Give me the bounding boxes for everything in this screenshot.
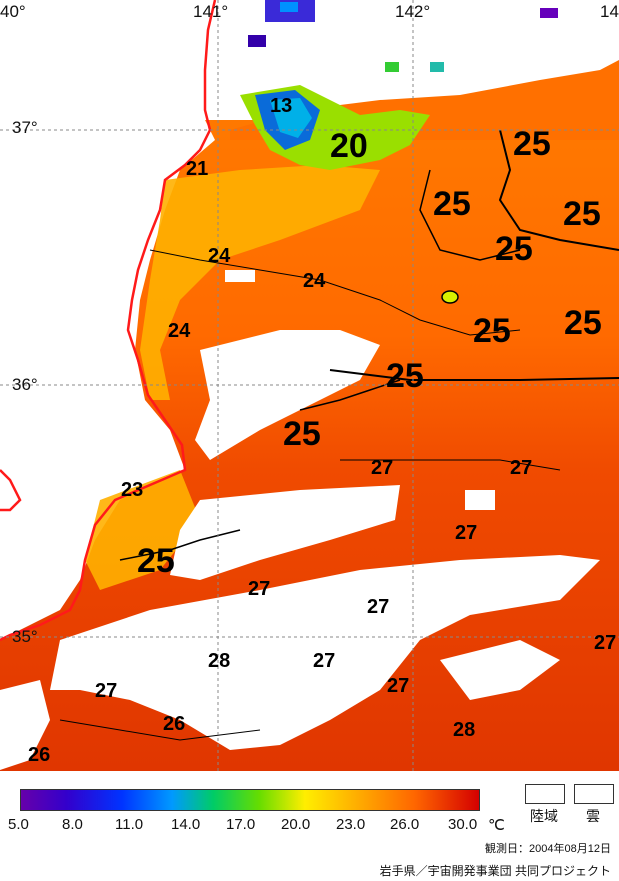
scale-tick: 17.0 — [226, 816, 256, 833]
contour-label: 25 — [137, 542, 175, 580]
top-cold-pixels-2 — [280, 2, 298, 12]
scale-tick: 8.0 — [62, 816, 83, 833]
coastline — [0, 0, 217, 642]
isotherm-line — [498, 129, 619, 251]
contour-label: 27 — [95, 680, 118, 702]
contour-label: 27 — [594, 632, 617, 654]
contour-label: 27 — [313, 650, 336, 672]
isotherm-line — [340, 459, 561, 471]
top-cold-pixels-6 — [430, 62, 444, 72]
contour-label: 27 — [371, 457, 394, 479]
coastline-west-bump — [0, 469, 22, 512]
sst-map — [0, 0, 619, 771]
contour-label: 25 — [564, 304, 602, 342]
contour-label: 13 — [270, 95, 293, 117]
cloud-band-1 — [195, 330, 380, 460]
land-legend-label: 陸域 — [530, 808, 558, 824]
contour-label: 24 — [303, 270, 326, 292]
contour-label: 28 — [453, 719, 476, 741]
land-swatch — [525, 784, 565, 804]
scale-tick: 14.0 — [171, 816, 201, 833]
contour-label: 28 — [208, 650, 231, 672]
graticule — [0, 0, 619, 771]
isotherm-line — [119, 529, 241, 561]
isotherm-ring — [441, 290, 459, 304]
contour-label: 21 — [186, 158, 209, 180]
contour-label: 25 — [433, 185, 471, 223]
contour-label: 25 — [495, 230, 533, 268]
scale-tick: 26.0 — [390, 816, 420, 833]
scale-tick: 30.0 — [448, 816, 478, 833]
longitude-label: 142° — [395, 2, 431, 21]
contour-label: 23 — [121, 479, 144, 501]
land-area — [0, 0, 215, 640]
contour-label: 27 — [367, 596, 390, 618]
scale-tick: 20.0 — [281, 816, 311, 833]
latitude-label: 35° — [12, 627, 38, 646]
contour-label: 25 — [513, 125, 551, 163]
contour-label: 24 — [168, 320, 191, 342]
contour-label: 25 — [386, 357, 424, 395]
latitude-label: 36° — [12, 375, 38, 394]
cloud-swatch — [574, 784, 614, 804]
contour-label: 20 — [330, 127, 368, 165]
isotherm-line — [329, 369, 619, 381]
longitude-label: 141° — [193, 2, 229, 21]
cold-patch-cyan — [270, 98, 312, 138]
cloud-band-2 — [170, 485, 400, 580]
contour-label: 27 — [455, 522, 478, 544]
scale-tick: 11.0 — [115, 816, 144, 833]
isotherm-line — [419, 169, 521, 261]
contour-label: 25 — [473, 312, 511, 350]
latitude-label: 37° — [12, 118, 38, 137]
color-scale-bar — [20, 789, 480, 811]
contour-label: 25 — [283, 415, 321, 453]
cloud-band-3 — [50, 555, 600, 750]
isotherm-line — [59, 719, 261, 741]
contour-label: 26 — [28, 744, 51, 766]
coastal-cool-band — [140, 165, 380, 400]
top-cold-pixels-4 — [540, 8, 558, 18]
cloud-band-5 — [440, 640, 560, 700]
scale-tick: 23.0 — [336, 816, 366, 833]
cloud-band-4 — [0, 680, 50, 770]
cloud-patch-7 — [465, 490, 495, 510]
longitude-label: 40° — [0, 2, 26, 21]
temperature-unit: ℃ — [488, 817, 505, 834]
contour-label: 25 — [563, 195, 601, 233]
credit-line: 岩手県／宇宙開発事業団 共同プロジェクト — [379, 864, 611, 878]
scale-tick: 5.0 — [8, 816, 29, 833]
observation-date: 観測日：2004年08月12日 — [485, 843, 611, 855]
isotherm-line — [149, 249, 521, 336]
contour-label: 27 — [248, 578, 271, 600]
contour-label: 27 — [510, 457, 533, 479]
contour-label: 24 — [208, 245, 231, 267]
longitude-label: 14 — [600, 2, 619, 21]
contour-label: 26 — [163, 713, 186, 735]
contour-label: 27 — [387, 675, 410, 697]
cloud-patch-6 — [225, 270, 255, 282]
top-cold-pixels-3 — [248, 35, 266, 47]
top-cold-pixels-5 — [385, 62, 399, 72]
cloud-legend-label: 雲 — [586, 808, 600, 824]
